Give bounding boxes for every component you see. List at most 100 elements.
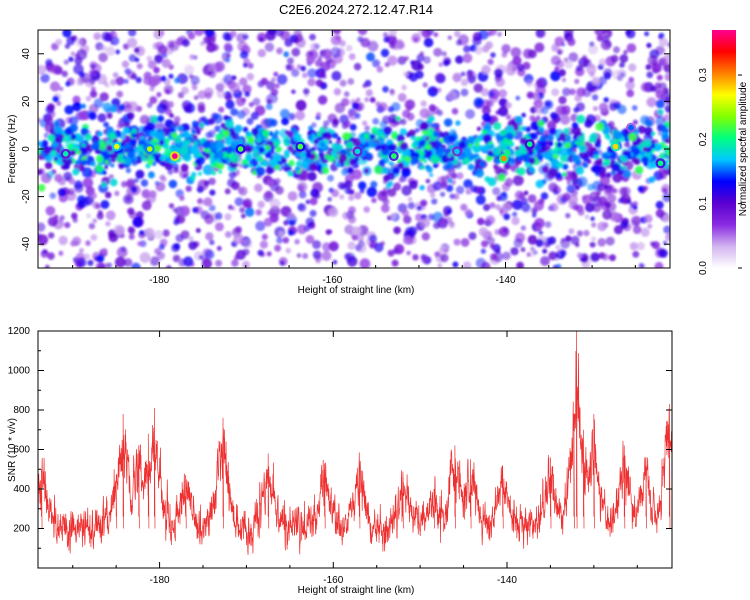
spectrogram-band-cell — [124, 142, 133, 150]
spectrogram-band-cell — [387, 143, 396, 152]
spectrogram-band-cell — [637, 125, 646, 134]
spectrogram-cell — [68, 116, 79, 126]
spectrogram-cell — [501, 202, 512, 213]
spectrogram-hotspot — [354, 148, 361, 155]
spectrogram-band-cell — [133, 146, 140, 154]
spectrogram-band-cell — [468, 136, 475, 143]
spectrogram-band-cell — [255, 154, 263, 162]
spectrogram-cell — [463, 45, 471, 53]
spectrogram-cell — [327, 197, 333, 202]
spectrogram-cell — [200, 41, 206, 46]
spectrogram-band-cell — [588, 138, 593, 143]
spectrogram-band-cell — [541, 165, 549, 173]
spectrogram-cell — [576, 252, 583, 259]
spectrogram-cell — [383, 36, 390, 43]
spectrogram-cell — [659, 249, 668, 258]
spectrogram-cell — [223, 42, 233, 51]
spectrogram-cell — [72, 217, 78, 223]
spectrogram-cell — [54, 120, 60, 125]
spectrogram-band-cell — [69, 149, 77, 156]
spectrogram-hotspot — [454, 148, 460, 155]
spectrogram-cell — [460, 78, 469, 87]
spectrogram-band-cell — [534, 143, 542, 151]
spectrogram-cell — [456, 172, 464, 180]
spectrogram-cell — [591, 236, 596, 242]
spectrogram-x-axis: -180 -160 -140 — [72, 30, 636, 286]
spectrogram-band-cell — [409, 155, 419, 165]
spectrogram-cell — [236, 110, 246, 119]
spectrogram-cell — [415, 213, 423, 222]
spectrogram-cell — [312, 250, 322, 260]
spectrogram-y-axis: 40 20 0 -20 -40 — [21, 48, 670, 251]
spectrogram-band-cell — [153, 144, 162, 152]
spectrogram-cell — [470, 185, 478, 193]
spectrogram-cell — [401, 209, 410, 217]
spectrogram-cell — [85, 95, 92, 102]
spectrogram-cell — [604, 201, 612, 208]
spectrogram-cell — [504, 64, 513, 73]
spectrogram-cell — [420, 254, 430, 264]
spectrogram-band-cell — [150, 115, 159, 124]
spectrogram-cell — [398, 178, 404, 183]
spectrogram-band-cell — [575, 166, 585, 175]
spectrogram-cell — [391, 102, 401, 112]
spectrogram-cell — [380, 48, 390, 58]
spectrogram-cell — [158, 243, 165, 250]
spectrogram-band-cell — [556, 137, 561, 142]
spectrogram-cell — [445, 184, 454, 192]
spectrogram-cell — [658, 37, 668, 47]
spectrogram-cell — [204, 249, 215, 260]
spectrogram-cell — [565, 212, 571, 219]
spectrogram-cell — [393, 226, 401, 235]
spectrogram-cell — [253, 183, 263, 193]
spectrogram-cell — [214, 212, 223, 220]
spectrogram-band-cell — [572, 154, 580, 163]
spectrogram-cell — [310, 42, 319, 52]
spectrogram-cell — [156, 103, 167, 114]
spectrogram-band-cell — [621, 155, 628, 162]
spectrogram-cell — [128, 54, 137, 62]
spectrogram-band-cell — [446, 164, 452, 170]
spectrogram-band-cell — [164, 137, 171, 143]
spectrogram-cell — [535, 79, 544, 88]
spectrogram-cell — [179, 207, 190, 217]
spectrogram-band-cell — [164, 162, 174, 171]
spectrogram-cell — [543, 99, 554, 110]
spectrogram-band-cell — [131, 128, 138, 135]
spectrogram-cell — [597, 238, 606, 247]
spectrogram-band-cell — [537, 120, 545, 127]
spectrogram-cell — [626, 89, 635, 98]
spectrogram-band-cell — [135, 169, 145, 179]
spectrogram-cell — [204, 199, 211, 207]
spectrogram-band-cell — [281, 117, 289, 126]
spectrogram-cell — [481, 65, 491, 75]
snr-series-line — [38, 331, 672, 555]
spectrogram-cell — [645, 64, 652, 70]
spectrogram-cell — [356, 233, 365, 242]
spectrogram-band-cell — [91, 135, 100, 144]
spectrogram-cell — [387, 55, 398, 66]
spectrogram-band-cell — [80, 146, 88, 155]
spectrogram-band-cell — [199, 122, 205, 129]
spectrogram-cell — [447, 91, 457, 101]
spectrogram-cell — [662, 192, 670, 203]
spectrogram-cell — [128, 30, 137, 37]
spectrogram-cell — [270, 88, 279, 96]
spectrogram-cell — [588, 44, 599, 55]
spectrogram-cell — [287, 191, 298, 202]
spectrogram-cell — [274, 244, 282, 252]
spectrogram-band-cell — [109, 178, 118, 187]
spectrogram-cell — [647, 223, 653, 229]
spectrogram-cell — [456, 39, 462, 46]
spectrogram-cell — [391, 259, 399, 267]
snr-background — [38, 331, 672, 568]
spectrogram-cell — [357, 36, 364, 43]
spectrogram-cell — [405, 99, 416, 110]
spectrogram-cell — [335, 35, 342, 41]
spectrogram-cell — [173, 116, 181, 123]
spectrogram-cell — [70, 51, 76, 56]
spectrogram-cell — [225, 93, 233, 102]
spectrogram-cell — [573, 107, 580, 113]
spectrogram-cell — [498, 89, 508, 98]
spectrogram-band-cell — [90, 161, 96, 167]
